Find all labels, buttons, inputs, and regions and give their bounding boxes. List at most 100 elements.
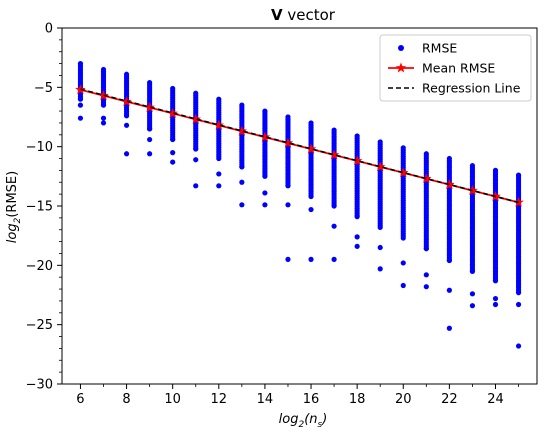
- rmse-point: [216, 171, 222, 177]
- rmse-point: [77, 115, 84, 121]
- rmse-point: [308, 206, 314, 213]
- x-label-arg-open: (n: [304, 412, 317, 427]
- mean-rmse-marker: [190, 113, 201, 124]
- x-label-base: log: [279, 412, 299, 427]
- rmse-point: [100, 115, 107, 121]
- rmse-point: [262, 173, 268, 179]
- rmse-point: [123, 113, 130, 119]
- x-tick-label: 22: [441, 392, 458, 407]
- rmse-point: [423, 246, 429, 252]
- x-label-arg-close: ): [321, 412, 327, 427]
- rmse-point: [216, 155, 222, 162]
- mean-rmse-marker: [213, 119, 225, 130]
- mean-rmse-marker: [259, 131, 271, 142]
- mean-rmse-marker: [328, 149, 340, 160]
- rmse-point: [170, 136, 176, 143]
- rmse-point: [446, 325, 452, 331]
- rmse-point: [515, 343, 522, 349]
- x-label-arg-sub: s: [318, 420, 323, 430]
- mean-rmse-marker: [374, 161, 386, 172]
- rmse-point: [100, 102, 107, 108]
- mean-rmse-marker: [236, 125, 248, 136]
- legend-label: RMSE: [422, 41, 457, 56]
- legend-label: Mean RMSE: [422, 61, 495, 76]
- legend-box: [379, 34, 532, 102]
- legend-label: Regression Line: [422, 81, 521, 96]
- rmse-point: [469, 268, 476, 274]
- x-tick-label: 24: [487, 392, 504, 407]
- rmse-point: [377, 224, 383, 230]
- regression-line: [80, 88, 519, 204]
- rmse-point: [308, 193, 314, 200]
- rmse-point: [123, 151, 130, 157]
- rmse-point: [515, 301, 522, 308]
- rmse-point: [77, 102, 84, 108]
- y-label-arg: (RMSE): [5, 171, 20, 218]
- chart-title: V vector: [271, 6, 336, 24]
- rmse-point: [285, 256, 291, 262]
- rmse-point: [239, 164, 245, 170]
- rmse-point: [354, 243, 360, 249]
- x-tick-label: 20: [395, 392, 412, 407]
- rmse-point: [377, 266, 383, 272]
- rmse-point: [331, 223, 337, 229]
- y-tick-label: −25: [26, 318, 53, 333]
- regression-line-series: [80, 88, 519, 204]
- x-label-sub: 2: [299, 420, 305, 430]
- rmse-point: [354, 234, 360, 240]
- y-tick-label: −20: [26, 259, 53, 274]
- rmse-point: [77, 96, 84, 102]
- x-axis-label: log2(ns): [279, 412, 328, 430]
- chart-title-rest: vector: [283, 6, 336, 24]
- mean-rmse-marker: [305, 143, 317, 154]
- x-tick-label: 18: [349, 392, 366, 407]
- rmse-point: [492, 301, 499, 308]
- chart-title-bold: V: [271, 6, 283, 24]
- mean-rmse-marker: [144, 102, 155, 112]
- y-tick-label: −15: [26, 200, 53, 215]
- legend-rmse-marker: [398, 45, 404, 51]
- x-tick-label: 12: [211, 392, 228, 407]
- rmse-point: [239, 179, 245, 185]
- rmse-point: [193, 157, 199, 163]
- legend-mean-marker: [395, 62, 407, 73]
- y-tick-label: −10: [26, 140, 53, 155]
- y-label-base: log: [5, 223, 20, 243]
- rmse-point: [239, 202, 245, 208]
- rmse-point: [423, 284, 429, 290]
- rmse-point: [170, 159, 176, 165]
- mean-rmse-marker: [282, 137, 294, 148]
- mean-rmse-marker: [98, 90, 109, 101]
- y-axis-label: log2(RMSE): [5, 171, 23, 243]
- mean-rmse-marker: [398, 167, 409, 178]
- rmse-point: [400, 260, 406, 266]
- rmse-point: [285, 202, 291, 208]
- rmse-point: [308, 256, 314, 262]
- rmse-point: [446, 287, 452, 293]
- y-tick-label: −5: [34, 81, 53, 96]
- x-tick-label: 10: [164, 392, 181, 407]
- rmse-point: [100, 120, 107, 126]
- y-tick-label: 0: [45, 22, 53, 37]
- rmse-point: [262, 190, 268, 196]
- x-tick-label: 6: [76, 392, 84, 407]
- rmse-point: [423, 272, 429, 278]
- x-tick-label: 14: [257, 392, 274, 407]
- x-tick-label: 8: [122, 392, 130, 407]
- y-tick-label: −30: [26, 378, 53, 393]
- rmse-point: [170, 150, 176, 156]
- rmse-point: [147, 136, 153, 143]
- rmse-point: [492, 278, 499, 284]
- rmse-point: [193, 183, 199, 189]
- mean-rmse-marker: [167, 107, 178, 118]
- rmse-point: [469, 303, 476, 309]
- rmse-point: [193, 146, 199, 152]
- rmse-point: [331, 256, 337, 262]
- rmse-point: [147, 126, 153, 132]
- x-tick-label: 16: [303, 392, 320, 407]
- rmse-point: [515, 290, 522, 296]
- rmse-point: [147, 151, 153, 157]
- rmse-point: [123, 122, 130, 128]
- legend: RMSE Mean RMSE Regression Line: [379, 34, 532, 102]
